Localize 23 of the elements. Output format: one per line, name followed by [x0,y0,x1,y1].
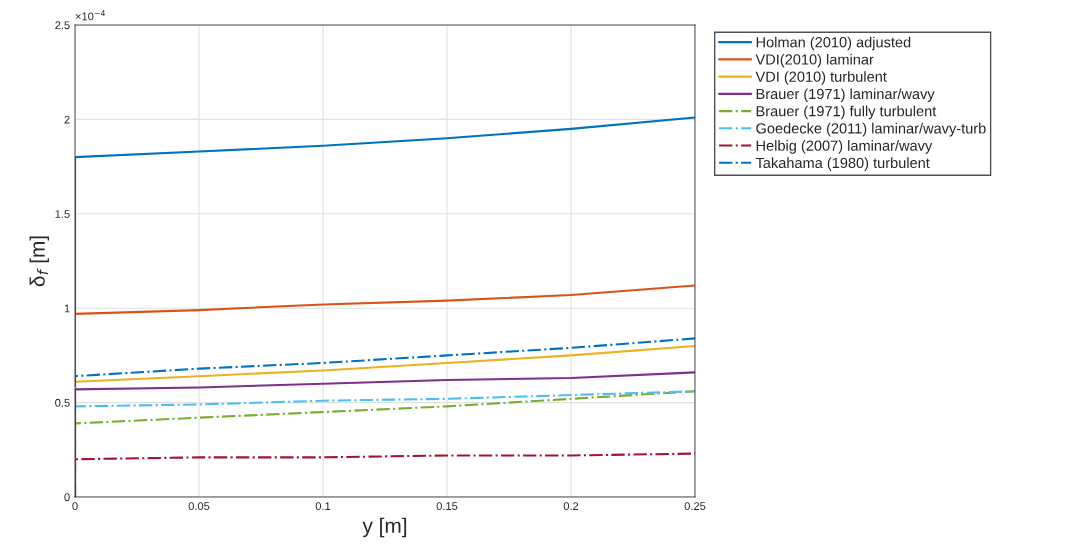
legend-label: VDI(2010) laminar [755,53,874,68]
legend-label: Helbig (2007) laminar/wavy [756,140,933,154]
y-tick-label: 0 [64,493,70,502]
x-tick-label: 0.1 [315,502,331,511]
y-tick-label: 1.5 [55,210,70,218]
legend-label: Brauer (1971) fully turbulent [756,105,937,120]
x-tick-label: 0.15 [436,502,458,511]
legend-label: VDI (2010) turbulent [755,71,887,85]
y-tick-label: 2.5 [55,21,70,30]
legend-label: Goedecke (2011) laminar/wavy-turb [756,122,986,137]
legend-label: Brauer (1971) laminar/wavy [756,88,935,102]
x-tick-label: 0 [72,502,78,511]
legend-label: Takahama (1980) turbulent [755,157,930,171]
x-tick-label: 0.25 [684,502,706,511]
text: ×10$^{−4}$ [75,10,105,21]
x-tick-label: 0.05 [188,502,210,511]
y-axis-title: δ$_{f}$ [m] [29,236,49,287]
legend-label: Holman (2010) adjusted [756,36,911,51]
y-tick-label: 2 [64,115,70,124]
x-tick-label: 0.2 [563,502,579,511]
x-axis-title: y [m] [362,517,407,538]
y-tick-label: 1 [64,304,70,313]
y-tick-label: 0.5 [55,398,70,407]
